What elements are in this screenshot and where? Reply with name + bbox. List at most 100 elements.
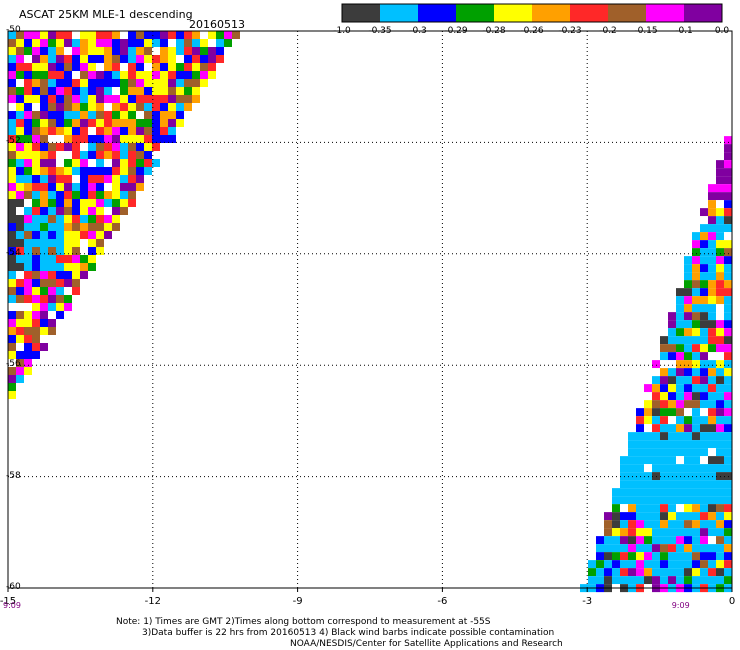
data-cell (676, 536, 684, 545)
data-cell (192, 39, 200, 47)
data-cell (612, 544, 620, 553)
data-cell (184, 55, 192, 63)
data-cell (716, 488, 724, 497)
data-cell (80, 103, 88, 111)
data-cell (200, 55, 208, 63)
data-cell (16, 119, 24, 127)
data-cell (56, 263, 64, 271)
data-cell (628, 432, 636, 441)
data-cell (708, 408, 716, 417)
data-cell (8, 135, 16, 143)
data-cell (48, 63, 56, 71)
data-cell (676, 480, 684, 489)
colorbar-tick-label: -0.29 (444, 26, 468, 36)
colorbar-segment (570, 4, 608, 22)
data-cell (724, 176, 732, 185)
data-cell (676, 464, 684, 473)
data-cell (208, 47, 216, 55)
data-cell (200, 79, 208, 87)
data-cell (64, 71, 72, 79)
data-cell (64, 95, 72, 103)
data-cell (120, 119, 128, 127)
data-cell (160, 47, 168, 55)
data-cell (724, 328, 732, 337)
data-cell (72, 95, 80, 103)
data-cell (8, 271, 16, 279)
data-cell (604, 520, 612, 529)
data-cell (8, 39, 16, 47)
data-cell (8, 143, 16, 151)
data-cell (40, 31, 48, 39)
data-cell (80, 31, 88, 39)
data-cell (692, 280, 700, 289)
data-cell (644, 536, 652, 545)
data-cell (708, 304, 716, 313)
data-cell (692, 480, 700, 489)
data-cell (668, 336, 676, 345)
data-cell (24, 87, 32, 95)
data-cell (32, 231, 40, 239)
data-cell (104, 151, 112, 159)
data-cell (724, 496, 732, 505)
data-cell (48, 319, 56, 327)
data-cell (56, 303, 64, 311)
data-cell (620, 528, 628, 537)
data-cell (128, 119, 136, 127)
data-cell (48, 39, 56, 47)
data-cell (684, 312, 692, 321)
data-cell (612, 496, 620, 505)
data-cell (660, 416, 668, 425)
data-cell (40, 279, 48, 287)
data-cell (72, 39, 80, 47)
data-cell (88, 231, 96, 239)
data-cell (112, 95, 120, 103)
data-cell (628, 480, 636, 489)
data-cell (708, 416, 716, 425)
data-cell (120, 79, 128, 87)
data-cell (152, 103, 160, 111)
data-cell (24, 103, 32, 111)
data-cell (104, 95, 112, 103)
data-cell (724, 488, 732, 497)
data-cell (176, 111, 184, 119)
data-cell (48, 311, 56, 319)
data-cell (684, 296, 692, 305)
data-cell (692, 416, 700, 425)
data-cell (72, 87, 80, 95)
data-cell (176, 39, 184, 47)
data-cell (700, 480, 708, 489)
data-cell (676, 512, 684, 521)
data-cell (716, 432, 724, 441)
data-cell (8, 359, 16, 367)
data-cell (636, 568, 644, 577)
data-cell (80, 183, 88, 191)
data-cell (684, 464, 692, 473)
data-cell (628, 544, 636, 553)
data-cell (652, 416, 660, 425)
data-cell (684, 512, 692, 521)
data-cell (16, 71, 24, 79)
data-cell (652, 560, 660, 569)
data-cell (628, 512, 636, 521)
data-cell (128, 71, 136, 79)
data-cell (700, 488, 708, 497)
data-cell (72, 47, 80, 55)
data-cell (700, 216, 708, 225)
data-cell (604, 544, 612, 553)
data-cell (72, 111, 80, 119)
data-cell (32, 319, 40, 327)
data-cell (636, 480, 644, 489)
data-cell (636, 496, 644, 505)
data-cell (708, 256, 716, 265)
data-cell (136, 39, 144, 47)
data-cell (48, 271, 56, 279)
data-cell (152, 47, 160, 55)
data-cell (8, 31, 16, 39)
data-cell (136, 95, 144, 103)
data-cell (80, 223, 88, 231)
colorbar-tick-label: -0.28 (482, 26, 506, 36)
data-cell (168, 127, 176, 135)
data-cell (184, 39, 192, 47)
data-cell (700, 536, 708, 545)
data-cell (112, 119, 120, 127)
